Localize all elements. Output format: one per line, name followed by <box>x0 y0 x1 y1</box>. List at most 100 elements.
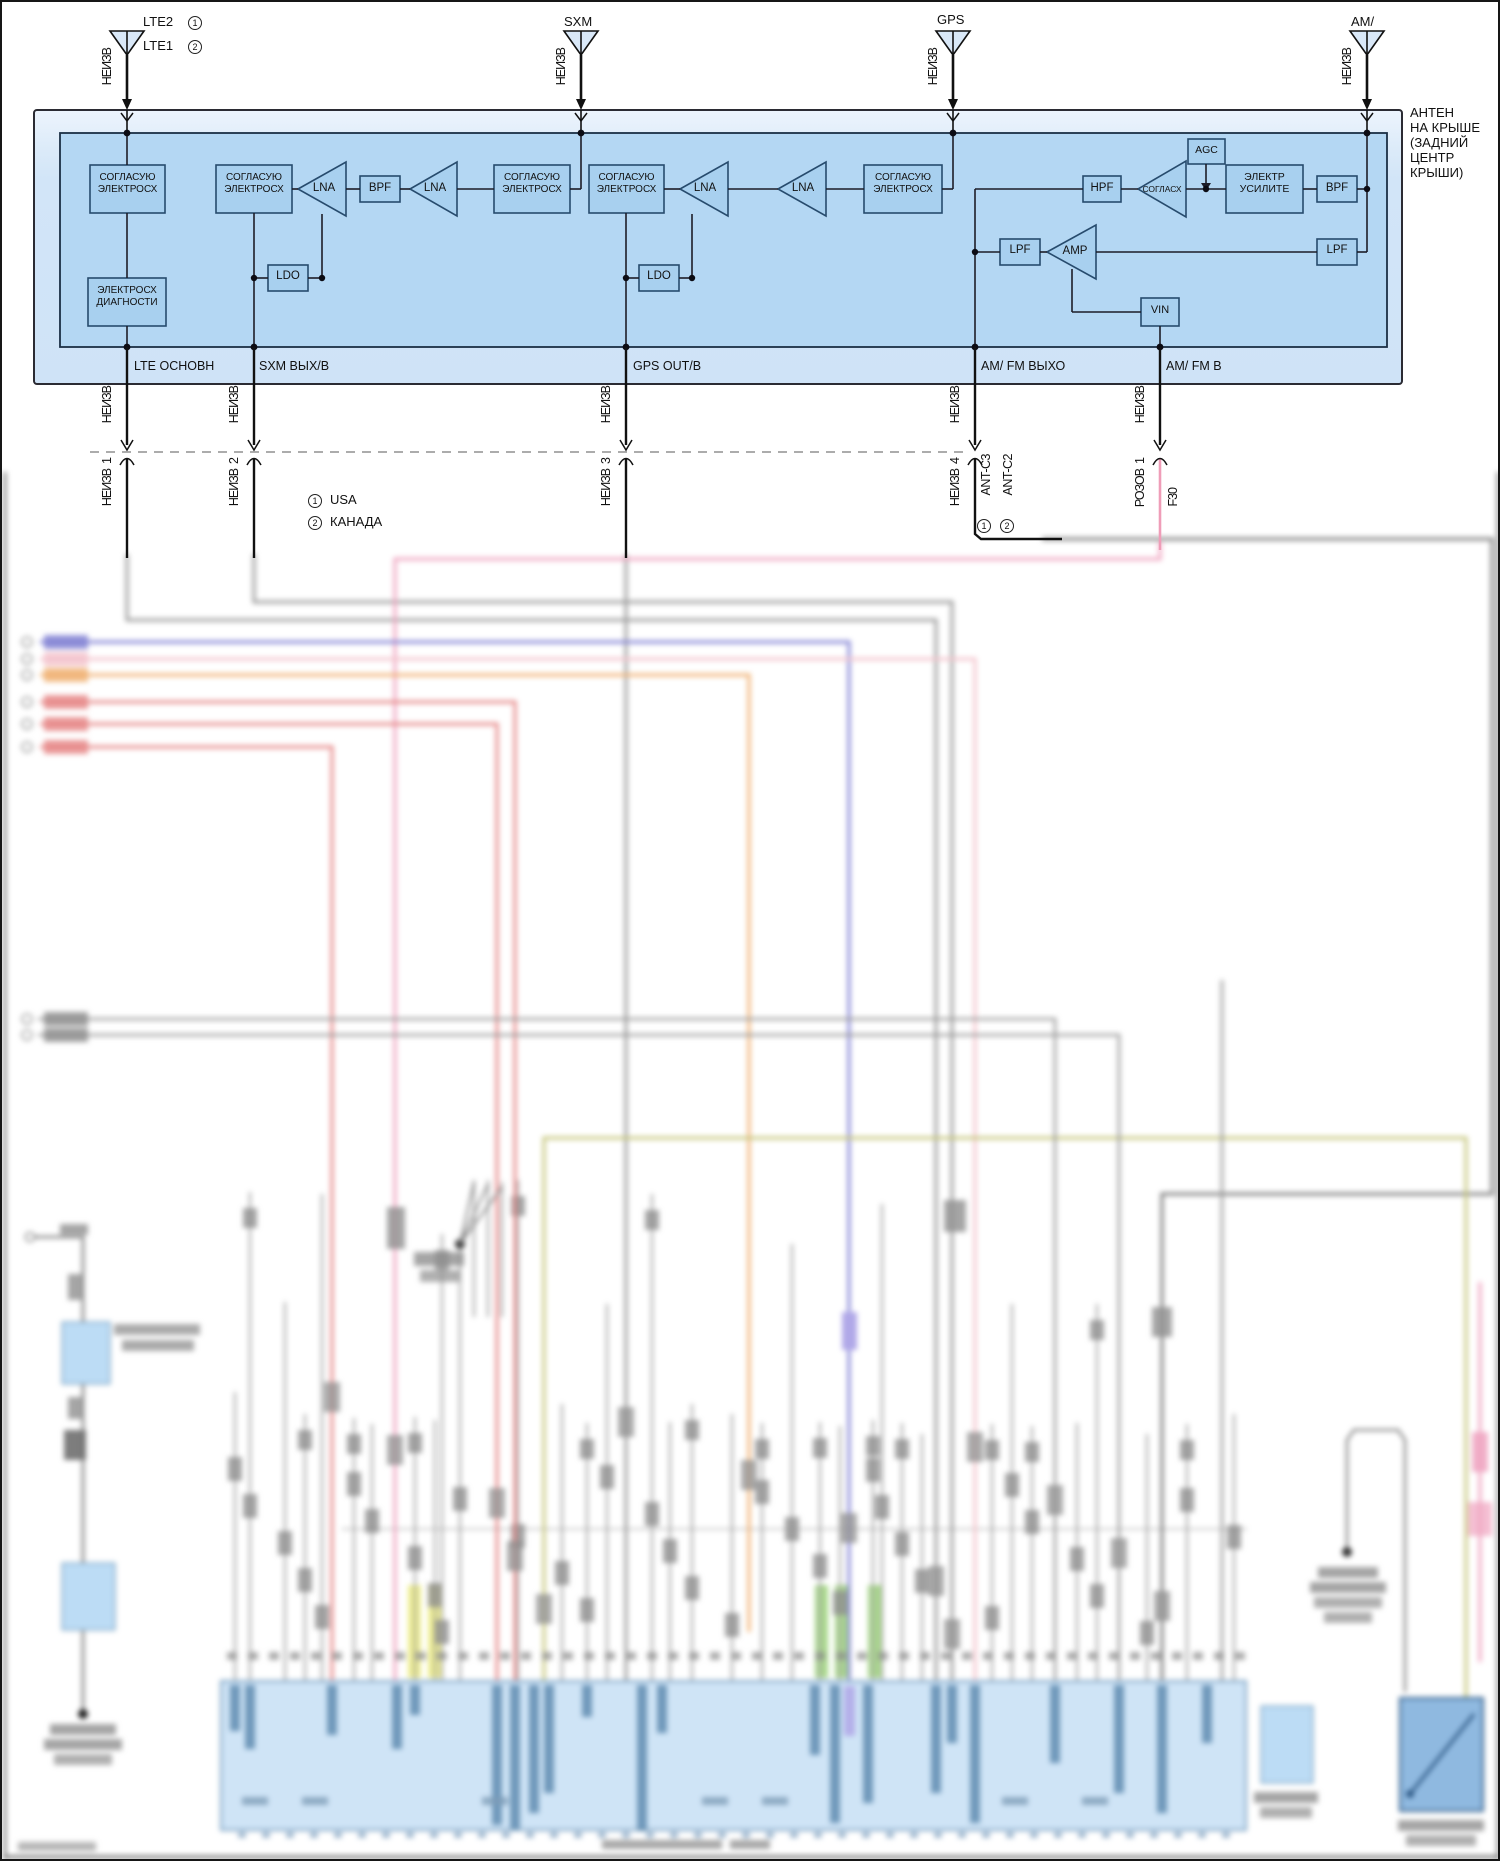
pin-tick <box>862 1832 870 1838</box>
connector-pin-bar <box>230 1685 240 1731</box>
wire-label-blob <box>618 1407 634 1437</box>
wire-label-blob <box>915 1569 929 1593</box>
right-junction-dot <box>1342 1547 1352 1557</box>
pin-number-blob <box>479 1652 489 1660</box>
pin-tick <box>742 1832 750 1838</box>
pin-tick <box>310 1832 318 1838</box>
inner-text-blob <box>702 1797 728 1805</box>
wire-label-blob <box>347 1434 361 1454</box>
lna-label: LNA <box>791 182 815 194</box>
wire-label-blob <box>243 1494 257 1518</box>
wire-start-label-blob <box>44 717 88 731</box>
label-blob <box>1314 1597 1382 1608</box>
wire-label-blob <box>813 1554 827 1578</box>
pin-number-blob <box>815 1652 825 1660</box>
pin-tick <box>1174 1832 1182 1838</box>
pin-number-blob <box>1109 1652 1119 1660</box>
wire-label-neizv: НЕИЗВ <box>227 386 241 424</box>
main-red-wire <box>40 700 517 1681</box>
wire-label-blob <box>645 1502 659 1526</box>
am-lpf-box <box>1316 238 1358 266</box>
note-circle-2: 2 <box>1000 519 1014 533</box>
bottom-connector-block <box>220 1680 1247 1831</box>
pin-tick <box>478 1832 486 1838</box>
pin-number-blob <box>290 1652 300 1660</box>
wire-label-blob <box>755 1480 769 1504</box>
wire-label-blob <box>435 1620 449 1644</box>
wire-label-blob <box>453 1487 467 1511</box>
connector-pin-bar <box>1202 1685 1212 1743</box>
am-label: AM/ <box>1351 14 1375 29</box>
wire-label-neizv-4: НЕИЗВ 4 <box>948 458 962 507</box>
inner-text-blob <box>762 1797 788 1805</box>
module-name-line: ЦЕНТР <box>1410 150 1455 165</box>
left-component-box2 <box>61 1562 116 1631</box>
label-blob <box>1398 1820 1484 1831</box>
main-gray-wire <box>38 1017 1057 1681</box>
wire-label-blob <box>866 1436 880 1456</box>
pin-tick <box>238 1832 246 1838</box>
pin-tick <box>1078 1832 1086 1838</box>
connector-pin-bar <box>327 1685 337 1735</box>
main-gray-wire <box>38 1033 1121 1681</box>
wire-label-blob <box>1090 1320 1104 1340</box>
inner-text-blob <box>482 1797 508 1805</box>
pin-number-blob <box>269 1652 279 1660</box>
sxm-ant-matching-label: СОГЛАСУЮ ЭЛЕКТРОСХ <box>502 172 562 195</box>
pink-blob <box>1472 1432 1488 1472</box>
label-blob <box>44 1739 122 1750</box>
module-name-line: АНТЕН <box>1410 105 1455 120</box>
pin-tick <box>1054 1832 1062 1838</box>
wire-label-blob <box>841 1513 857 1543</box>
note-circle-2: 2 <box>188 40 202 54</box>
pin-number-blob <box>332 1652 342 1660</box>
pin-gps-label: GPS OUT/B <box>633 359 702 373</box>
main-red-wire <box>40 722 499 1681</box>
pin-tick <box>790 1832 798 1838</box>
lpf-label: LPF <box>1009 244 1031 256</box>
pin-number-blob <box>1151 1652 1161 1660</box>
right-loop-wire <box>1345 1428 1407 1692</box>
pin-number-blob <box>647 1652 657 1660</box>
pin-tick <box>1030 1832 1038 1838</box>
connector-pin-bar <box>970 1685 980 1823</box>
legend-circle-1: 1 <box>308 494 322 508</box>
gps-antenna-icon <box>934 30 972 57</box>
matching-triangle-label: СОГЛАСХ <box>1142 184 1182 194</box>
pin-tick <box>574 1832 582 1838</box>
pin-tick <box>598 1832 606 1838</box>
wire-label-blob <box>428 1583 442 1607</box>
gps-ant-matching-label: СОГЛАСУЮ ЭЛЕКТРОСХ <box>873 172 933 195</box>
wire-label-blob <box>895 1532 909 1556</box>
wire-label-blob <box>600 1465 614 1489</box>
diagnostics-box <box>87 277 167 327</box>
connector-pin-bar <box>492 1685 502 1825</box>
main-light_pink-wire <box>40 657 977 1681</box>
pin-tick <box>358 1832 366 1838</box>
pin-number-blob <box>710 1652 720 1660</box>
pin-number-blob <box>1088 1652 1098 1660</box>
connector-pin-bar <box>510 1685 520 1829</box>
connector-pin-bar <box>863 1685 873 1803</box>
wire-number-circle <box>21 741 33 753</box>
switch-dot <box>1406 1790 1414 1798</box>
pin-tick <box>526 1832 534 1838</box>
pin-number-blob <box>836 1652 846 1660</box>
wire-start-label-blob <box>44 668 88 682</box>
pin-number-blob <box>857 1652 867 1660</box>
connector-pin-bar <box>637 1685 647 1831</box>
inner-text-blob <box>1082 1797 1108 1805</box>
pin-number-blob <box>962 1652 972 1660</box>
wire-label-blob <box>1180 1488 1194 1512</box>
wire-label-blob <box>1090 1584 1104 1608</box>
connector-pin-bar <box>830 1685 840 1823</box>
wire-label-blob <box>1154 1591 1170 1621</box>
ring-terminal <box>24 1231 36 1243</box>
pin-tick <box>814 1832 822 1838</box>
wire-label-neizv: НЕИЗВ <box>926 48 940 86</box>
module-name-line: КРЫШИ) <box>1410 165 1464 180</box>
main-darkgray-wire <box>1042 537 1494 1681</box>
pin-tick <box>262 1832 270 1838</box>
wire-number-circle <box>21 696 33 708</box>
connector-pin-bar <box>1157 1685 1167 1813</box>
